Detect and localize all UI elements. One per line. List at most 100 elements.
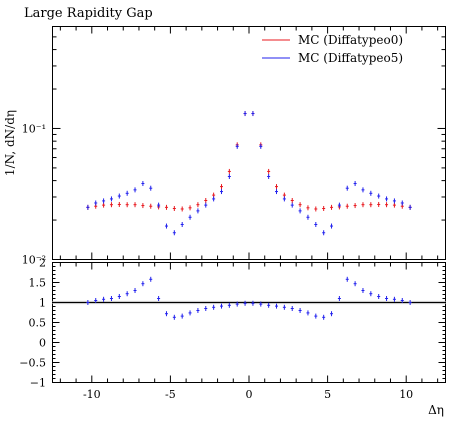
ratio-data-point [337,296,341,301]
red-data-point [377,201,381,207]
x-tick-label: 5 [324,388,331,401]
y-axis-label: 1/N, dN/dη [3,110,17,176]
red-data-point [290,198,294,204]
blue-data-point [196,208,200,214]
ratio-data-point [227,302,231,308]
ratio-data-point [298,308,302,313]
red-data-point [330,204,334,210]
ratio-data-point [172,314,176,320]
ratio-data-point [392,296,396,302]
ratio-data-point [267,302,271,308]
ratio-data-point [157,296,161,301]
red-data-point [149,203,153,209]
ratio-data-point [385,296,389,301]
ratio-data-point [345,276,349,282]
blue-data-point [94,200,98,206]
ratio-data-point [196,308,200,313]
blue-data-point [290,202,294,208]
ratio-data-point [361,288,365,293]
x-axis-label: Δη [428,403,444,417]
blue-data-point [377,193,381,199]
red-data-point [164,204,168,210]
blue-data-point [243,111,247,117]
red-data-point [125,202,129,208]
blue-data-point [117,193,121,199]
blue-data-point [251,111,255,117]
ratio-data-point [86,300,90,305]
blue-data-point [219,189,223,195]
red-data-point [227,168,231,174]
blue-data-point [259,143,263,149]
blue-data-point [180,221,184,227]
x-tick-label: -5 [165,388,176,401]
ratio-data-point [353,281,357,287]
blue-data-point [353,181,357,187]
red-data-point [322,206,326,212]
ratio-data-point [400,298,404,303]
ratio-y-tick-label: 1.5 [29,277,47,290]
blue-data-point [212,196,216,202]
blue-data-point [314,221,318,227]
blue-data-point [188,214,192,220]
blue-data-point [235,143,239,149]
ratio-plot-frame [52,262,446,383]
ratio-data-point [141,281,145,287]
red-data-point [392,202,396,208]
chart-title: Large Rapidity Gap [24,6,153,21]
ratio-data-point [133,288,137,293]
red-data-point [133,202,137,208]
red-data-point [275,184,279,190]
ratio-data-point [275,303,279,309]
blue-data-point [400,200,404,206]
red-data-point [219,184,223,190]
blue-data-point [204,202,208,208]
red-data-point [141,203,145,209]
red-data-point [102,202,106,208]
ratio-data-point [180,313,184,319]
ratio-data-point [408,300,412,305]
ratio-data-point [369,291,373,297]
ratio-data-point [243,300,247,306]
blue-data-point [149,185,153,191]
blue-data-point [172,230,176,236]
x-tick-label: 0 [246,388,253,401]
legend-label-blue: MC (Diffatypeo5) [298,51,403,65]
ratio-data-point [282,304,286,310]
x-tick-label: -10 [83,388,101,401]
ratio-data-point [306,310,310,316]
ratio-y-tick-label: −0.5 [19,357,46,370]
ratio-y-tick-label: −1 [30,377,46,390]
ratio-data-point [377,294,381,299]
blue-data-point [102,198,106,204]
blue-data-point [275,189,279,195]
ratio-data-point [251,300,255,306]
ratio-data-point [117,294,121,299]
ratio-y-tick-label: 2 [39,257,46,270]
blue-data-point [133,187,137,193]
red-data-point [196,202,200,208]
blue-data-point [298,208,302,214]
blue-data-point [337,202,341,208]
blue-data-point [369,190,373,196]
ratio-data-point [204,306,208,311]
red-data-point [204,198,208,204]
red-data-point [314,206,318,212]
blue-data-point [141,181,145,187]
red-data-point [180,206,184,212]
red-data-point [172,206,176,212]
blue-data-point [408,204,412,210]
blue-data-point [345,185,349,191]
ratio-y-tick-label: 0 [39,337,46,350]
ratio-data-point [290,306,294,311]
ratio-data-point [314,313,318,319]
blue-data-point [392,198,396,204]
x-tick-label: 10 [399,388,413,401]
blue-data-point [157,202,161,208]
axis-ticks: -10 -5 0 5 10 10⁻² 10⁻¹ −1 −0.5 0 0.5 1 1.5 2 [19,26,446,401]
blue-data-point [109,196,113,202]
red-data-point [188,205,192,211]
ratio-data-point [322,314,326,320]
data-points [52,111,446,320]
ratio-y-tick-label: 0.5 [29,317,47,330]
ratio-y-tick-label: 1 [39,297,46,310]
